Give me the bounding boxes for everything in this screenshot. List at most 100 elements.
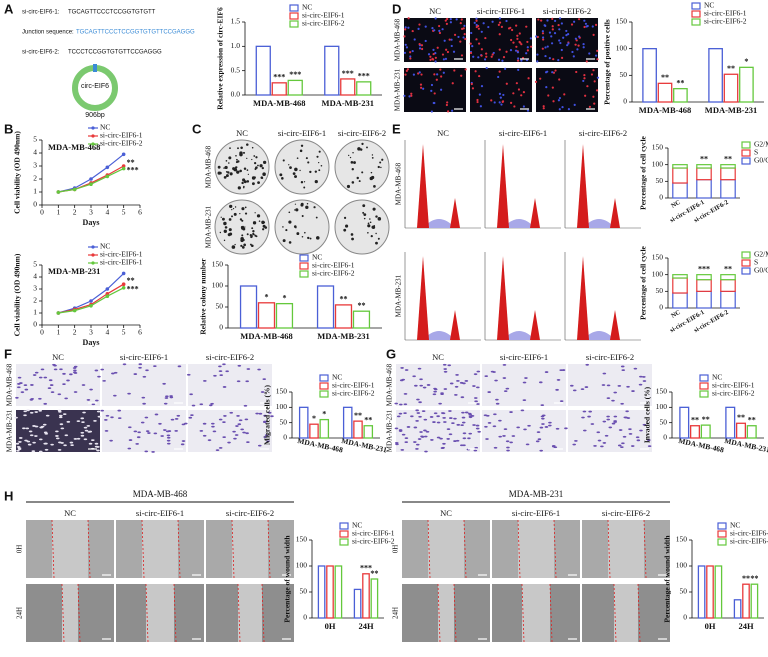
cell (485, 438, 489, 440)
cell (97, 375, 101, 378)
row-label: MDA-MB-468 (205, 145, 213, 188)
micrograph (26, 583, 114, 643)
legend-swatch (289, 20, 299, 28)
cell (498, 101, 501, 104)
cell (536, 60, 539, 63)
colony (231, 209, 233, 211)
bar-segment (720, 290, 736, 309)
cell (245, 380, 249, 383)
flow-g2 (610, 310, 620, 340)
colony (279, 173, 283, 177)
colony (240, 244, 243, 247)
cell (476, 386, 480, 389)
micrograph (214, 199, 270, 255)
micrograph (214, 139, 270, 195)
cell (475, 424, 480, 427)
colony (241, 219, 244, 222)
column-label: NC (432, 352, 444, 362)
cell (626, 417, 631, 419)
cell (80, 431, 85, 434)
colony (351, 168, 354, 171)
cell (441, 28, 444, 31)
cell (76, 420, 81, 423)
colony (232, 208, 235, 210)
cell (43, 431, 48, 434)
cell (536, 431, 541, 434)
cell (191, 404, 196, 407)
flow-g1 (577, 144, 589, 228)
cell (500, 103, 503, 106)
cell (512, 92, 515, 95)
cell (238, 419, 243, 422)
cell (462, 36, 465, 39)
cell (484, 36, 487, 40)
legend-swatch (741, 149, 751, 157)
wound-edge (237, 583, 241, 643)
cell (113, 394, 117, 397)
legend-swatch (699, 390, 709, 398)
x-tick-label: 24H (358, 621, 374, 631)
cell (236, 414, 240, 417)
cell (626, 385, 630, 388)
cell (70, 444, 74, 447)
colony (223, 239, 226, 242)
legend-swatch (717, 538, 727, 546)
cell (477, 430, 481, 433)
cell (451, 82, 454, 85)
cell (460, 396, 465, 399)
cell (446, 110, 450, 113)
cell (600, 445, 604, 448)
cell (539, 449, 543, 452)
cell (559, 41, 562, 45)
circ-name: circ-EIF6 (81, 83, 109, 90)
bar (257, 302, 276, 329)
cell (420, 44, 424, 47)
column-label: NC (64, 508, 76, 518)
cell (50, 391, 55, 394)
micrograph (534, 68, 600, 112)
colony (252, 230, 255, 233)
cell (29, 398, 34, 401)
y-tick-label: 3 (33, 161, 37, 170)
micrograph (206, 519, 294, 579)
cell (566, 44, 569, 47)
cell (15, 396, 19, 399)
wound-edge (267, 519, 271, 579)
cell (403, 412, 407, 415)
cell (498, 33, 501, 36)
cell (596, 431, 601, 434)
colony (236, 158, 238, 161)
colony (367, 231, 369, 234)
cell (255, 412, 259, 415)
cell (20, 391, 25, 394)
cell (470, 31, 473, 35)
image-bg (568, 410, 652, 452)
bar (271, 82, 287, 96)
legend-label: NC (312, 253, 322, 262)
cell (240, 428, 244, 431)
column-label: si-circ-EIF6-2 (226, 508, 274, 518)
cell (62, 372, 66, 375)
y-tick-label: 1.0 (231, 41, 241, 50)
cell (50, 443, 54, 446)
wound (62, 584, 78, 642)
colony (362, 204, 366, 208)
cell (505, 19, 508, 23)
cell (160, 435, 164, 437)
group-label: MDA-MB-231 (509, 489, 564, 499)
cell (418, 23, 421, 26)
legend-swatch (339, 538, 349, 546)
cell (606, 384, 611, 387)
bar (353, 588, 362, 619)
legend-label: si-circ-EIF6-2 (332, 389, 375, 398)
cell (546, 45, 549, 48)
cell (518, 32, 521, 35)
legend-label: si-circ-EIF6-2 (312, 269, 355, 278)
colony (227, 171, 230, 174)
x-tick-label: 1 (56, 208, 60, 217)
point (105, 287, 110, 291)
image-bg (404, 18, 466, 62)
legend-label: NC (100, 123, 110, 132)
colony (242, 151, 246, 154)
cell (430, 439, 434, 441)
